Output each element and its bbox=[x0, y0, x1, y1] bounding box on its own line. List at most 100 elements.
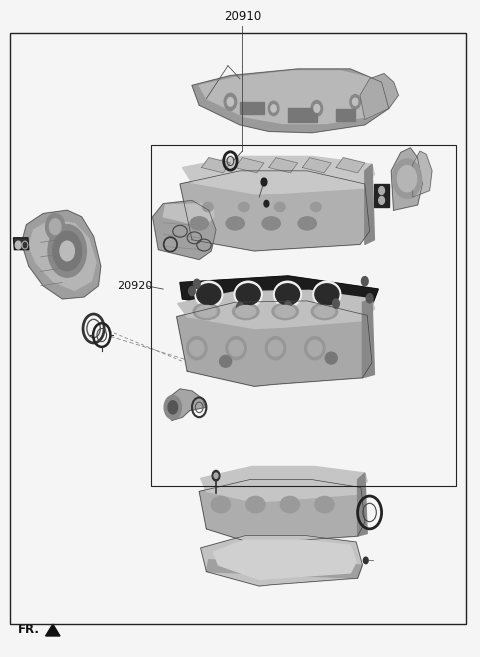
Ellipse shape bbox=[262, 217, 280, 230]
Polygon shape bbox=[201, 466, 367, 502]
Circle shape bbox=[164, 396, 181, 419]
Ellipse shape bbox=[190, 340, 204, 356]
Ellipse shape bbox=[272, 304, 298, 320]
Circle shape bbox=[393, 159, 421, 198]
Ellipse shape bbox=[265, 337, 286, 360]
Ellipse shape bbox=[196, 306, 216, 317]
Polygon shape bbox=[269, 158, 298, 173]
Text: 20910: 20910 bbox=[224, 10, 261, 23]
Polygon shape bbox=[163, 204, 214, 227]
Circle shape bbox=[379, 196, 384, 204]
Circle shape bbox=[264, 200, 269, 207]
Circle shape bbox=[53, 231, 82, 271]
Circle shape bbox=[361, 277, 368, 286]
Circle shape bbox=[237, 302, 243, 311]
Ellipse shape bbox=[236, 284, 260, 305]
Polygon shape bbox=[180, 171, 370, 251]
Circle shape bbox=[15, 241, 21, 249]
Text: FR.: FR. bbox=[18, 623, 40, 636]
Ellipse shape bbox=[311, 304, 337, 320]
Circle shape bbox=[48, 225, 86, 277]
Polygon shape bbox=[178, 290, 374, 328]
Circle shape bbox=[60, 241, 74, 261]
Ellipse shape bbox=[226, 337, 246, 360]
Polygon shape bbox=[391, 148, 422, 210]
Ellipse shape bbox=[311, 202, 321, 212]
Polygon shape bbox=[199, 71, 383, 124]
Ellipse shape bbox=[232, 304, 259, 320]
Polygon shape bbox=[362, 299, 374, 378]
Polygon shape bbox=[202, 158, 230, 173]
Circle shape bbox=[268, 101, 279, 116]
Ellipse shape bbox=[325, 352, 337, 364]
Bar bbox=[288, 108, 317, 122]
Polygon shape bbox=[182, 156, 374, 194]
Polygon shape bbox=[180, 276, 378, 312]
Polygon shape bbox=[199, 480, 365, 544]
Circle shape bbox=[333, 299, 339, 308]
Polygon shape bbox=[192, 69, 389, 133]
Ellipse shape bbox=[313, 281, 341, 307]
Ellipse shape bbox=[219, 355, 232, 367]
Circle shape bbox=[271, 104, 276, 112]
Ellipse shape bbox=[275, 306, 295, 317]
Ellipse shape bbox=[203, 202, 213, 212]
Circle shape bbox=[193, 279, 200, 288]
Text: 20920: 20920 bbox=[118, 281, 153, 291]
Circle shape bbox=[366, 294, 373, 303]
Bar bbox=[336, 109, 355, 121]
Bar bbox=[151, 145, 456, 486]
Polygon shape bbox=[29, 220, 96, 290]
Ellipse shape bbox=[234, 281, 262, 307]
Circle shape bbox=[214, 473, 218, 478]
Circle shape bbox=[363, 557, 368, 564]
Circle shape bbox=[227, 97, 233, 106]
Ellipse shape bbox=[298, 217, 316, 230]
Ellipse shape bbox=[195, 281, 223, 307]
Circle shape bbox=[397, 166, 417, 192]
Ellipse shape bbox=[268, 340, 283, 356]
Polygon shape bbox=[46, 624, 60, 636]
Polygon shape bbox=[374, 184, 389, 207]
Ellipse shape bbox=[315, 284, 339, 305]
Ellipse shape bbox=[239, 202, 249, 212]
Bar bbox=[240, 102, 264, 114]
Circle shape bbox=[168, 401, 178, 414]
Polygon shape bbox=[13, 238, 29, 250]
Polygon shape bbox=[365, 164, 374, 244]
Polygon shape bbox=[153, 200, 216, 260]
Circle shape bbox=[352, 99, 358, 106]
Ellipse shape bbox=[229, 340, 243, 356]
Ellipse shape bbox=[193, 304, 219, 320]
Circle shape bbox=[189, 286, 195, 296]
Circle shape bbox=[46, 214, 65, 240]
Polygon shape bbox=[214, 540, 356, 579]
Ellipse shape bbox=[246, 497, 265, 512]
Ellipse shape bbox=[314, 306, 335, 317]
Polygon shape bbox=[358, 473, 367, 536]
Ellipse shape bbox=[275, 202, 285, 212]
Circle shape bbox=[49, 219, 61, 235]
Ellipse shape bbox=[274, 281, 301, 307]
Ellipse shape bbox=[280, 497, 300, 512]
Circle shape bbox=[379, 187, 384, 194]
Ellipse shape bbox=[190, 217, 208, 230]
Circle shape bbox=[212, 470, 220, 481]
Polygon shape bbox=[360, 74, 398, 120]
Ellipse shape bbox=[308, 340, 322, 356]
Polygon shape bbox=[413, 151, 432, 197]
Ellipse shape bbox=[197, 284, 221, 305]
Circle shape bbox=[261, 178, 267, 186]
Circle shape bbox=[224, 93, 237, 110]
Circle shape bbox=[311, 101, 323, 116]
Polygon shape bbox=[22, 210, 101, 299]
Polygon shape bbox=[235, 158, 264, 173]
Ellipse shape bbox=[226, 217, 244, 230]
Circle shape bbox=[285, 301, 291, 310]
Ellipse shape bbox=[315, 497, 334, 512]
Ellipse shape bbox=[276, 284, 300, 305]
Ellipse shape bbox=[236, 306, 256, 317]
Ellipse shape bbox=[187, 337, 207, 360]
Ellipse shape bbox=[305, 337, 325, 360]
Ellipse shape bbox=[211, 497, 230, 512]
